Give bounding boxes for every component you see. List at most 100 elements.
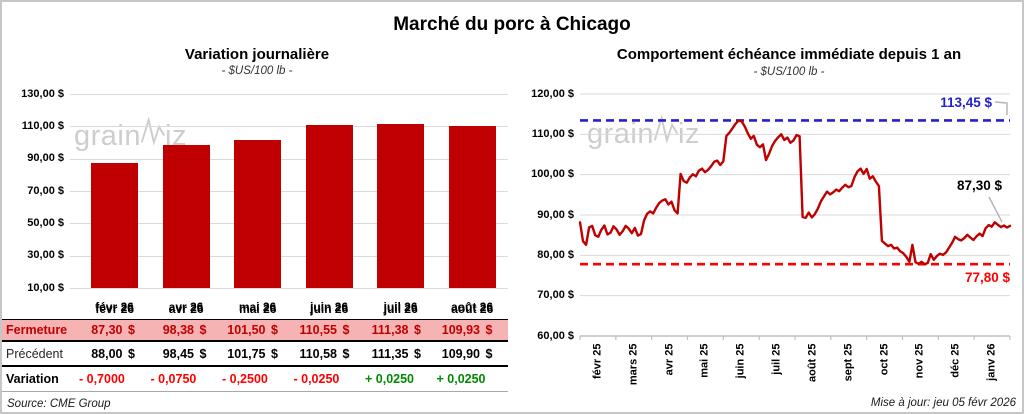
line-chart-subtitle: - $US/100 lb -: [753, 66, 825, 78]
x-axis-category-label: août 26: [450, 300, 493, 314]
low-reference-label: 77,80 $: [964, 270, 1010, 285]
cell-value: - 0,2500: [222, 372, 268, 386]
table-cell: 110,58 $: [294, 347, 366, 361]
currency-symbol: $: [342, 346, 350, 361]
table-header-row: févr 26 avr 26 mai 26 juin 26 juil 26 août 26: [2, 298, 508, 319]
column-header: mai 26: [222, 302, 294, 316]
y-axis-tick-label: 80,00 $: [537, 248, 574, 261]
updated-note: Mise à jour: jeu 05 févr 2026: [870, 397, 1016, 409]
cell-value: 101,75: [227, 346, 266, 361]
y-axis-tick-label: 90,00 $: [27, 152, 64, 165]
table-cell: + 0,0250: [365, 372, 437, 386]
table-cell: 88,00 $: [79, 347, 151, 361]
cell-value: 98,38: [162, 323, 194, 337]
table-cell: - 0,7000: [79, 372, 151, 386]
bar-chart-subtitle: - $US/100 lb -: [221, 65, 293, 77]
table-cell: - 0,0250: [294, 372, 366, 386]
bar: [234, 140, 281, 288]
table-cell: 98,45 $: [151, 347, 223, 361]
table-cell: 110,55 $: [294, 323, 366, 337]
cell-value: 111,35: [371, 346, 409, 361]
currency-symbol: $: [414, 346, 421, 361]
column-header: juin 26: [294, 302, 366, 316]
table-cell: 109,90 $: [437, 347, 509, 361]
table-row-fermeture: Fermeture 87,30 $98,38 $101,50 $110,55 $111,3…: [2, 319, 508, 342]
cell-value: 101,50: [227, 323, 266, 337]
cell-value: - 0,0750: [150, 372, 197, 386]
cell-value: + 0,0250: [436, 372, 486, 386]
gridline: [70, 158, 508, 160]
column-header: juil 26: [365, 302, 437, 316]
x-axis-category-label: mai 26: [238, 300, 277, 314]
x-axis-category-label: juil 26: [383, 300, 418, 314]
y-axis-tick-label: 100,00 $: [531, 168, 574, 181]
x-axis-category-label: févr 26: [95, 300, 134, 314]
table-cell: 101,50 $: [222, 323, 294, 337]
column-header-label: avr 26: [168, 301, 204, 316]
table-cell: 111,35 $: [365, 347, 437, 361]
y-axis-tick-label: 120,00 $: [531, 87, 574, 100]
y-axis-tick-label: 30,00 $: [27, 249, 64, 262]
table-row-variation: Variation - 0,7000 - 0,0750 - 0,2500 - 0,025…: [2, 367, 508, 392]
y-axis-tick-label: 130,00 $: [21, 87, 64, 100]
line-chart-title: Comportement échéance immédiate depuis 1…: [616, 46, 962, 63]
currency-symbol: [125, 372, 141, 386]
cell-value: 98,45: [162, 346, 194, 361]
table-cell: 98,38 $: [151, 323, 223, 337]
cell-value: - 0,0250: [293, 372, 340, 386]
x-axis-category-label: juin 26: [309, 300, 348, 314]
currency-symbol: $: [199, 346, 207, 361]
currency-symbol: [414, 372, 426, 386]
cell-value: - 0,7000: [79, 372, 125, 386]
y-axis-tick-label: 110,00 $: [531, 127, 574, 140]
currency-symbol: $: [271, 323, 278, 337]
page-title: Marché du porc à Chicago: [393, 14, 631, 35]
table-cell: 101,75 $: [222, 347, 294, 361]
table-cell: 109,93 $: [437, 323, 509, 337]
gridline: [70, 126, 508, 128]
cell-value: 109,93: [441, 323, 480, 337]
gridline: [70, 94, 508, 95]
table-cell: + 0,0250: [437, 372, 509, 386]
cell-value: 88,00: [91, 346, 123, 361]
y-axis-tick-label: 50,00 $: [27, 216, 64, 229]
y-axis-tick-label: 60,00 $: [537, 329, 574, 342]
column-header-label: févr 26: [95, 301, 135, 316]
cell-value: 87,30: [91, 323, 123, 337]
y-axis-tick-label: 70,00 $: [537, 289, 574, 302]
currency-symbol: $: [128, 323, 135, 337]
currency-symbol: [486, 372, 498, 386]
cell-value: 110,58: [299, 346, 337, 361]
grainwiz-zigzag-icon: [140, 116, 166, 146]
y-axis-tick-label: 110,00 $: [21, 119, 64, 132]
column-header: févr 26: [79, 302, 151, 316]
gridline: [70, 255, 508, 257]
gridline: [70, 223, 508, 225]
bar: [448, 126, 496, 288]
currency-symbol: [339, 372, 355, 386]
column-header: avr 26: [151, 302, 223, 316]
cell-value: + 0,0250: [365, 372, 415, 386]
x-axis-category-label: avr 26: [168, 300, 204, 314]
source-note: Source: CME Group: [7, 398, 111, 410]
y-axis-tick-label: 70,00 $: [27, 184, 64, 197]
column-header-label: mai 26: [239, 301, 277, 316]
currency-symbol: $: [128, 346, 135, 361]
currency-symbol: $: [199, 323, 207, 337]
column-header-label: juil 26: [383, 301, 418, 316]
currency-symbol: $: [414, 323, 421, 337]
column-header-label: août 26: [451, 301, 494, 316]
table-cell: - 0,2500: [222, 372, 294, 386]
cell-value: 110,55: [299, 323, 337, 337]
cell-value: 111,38: [371, 323, 409, 337]
row-label: Précédent: [6, 346, 63, 361]
bar: [377, 124, 424, 288]
bar: [91, 163, 138, 288]
currency-symbol: [268, 372, 284, 386]
currency-symbol: $: [485, 323, 493, 337]
gridline: [70, 191, 508, 192]
table-cell: 111,38 $: [365, 323, 437, 337]
